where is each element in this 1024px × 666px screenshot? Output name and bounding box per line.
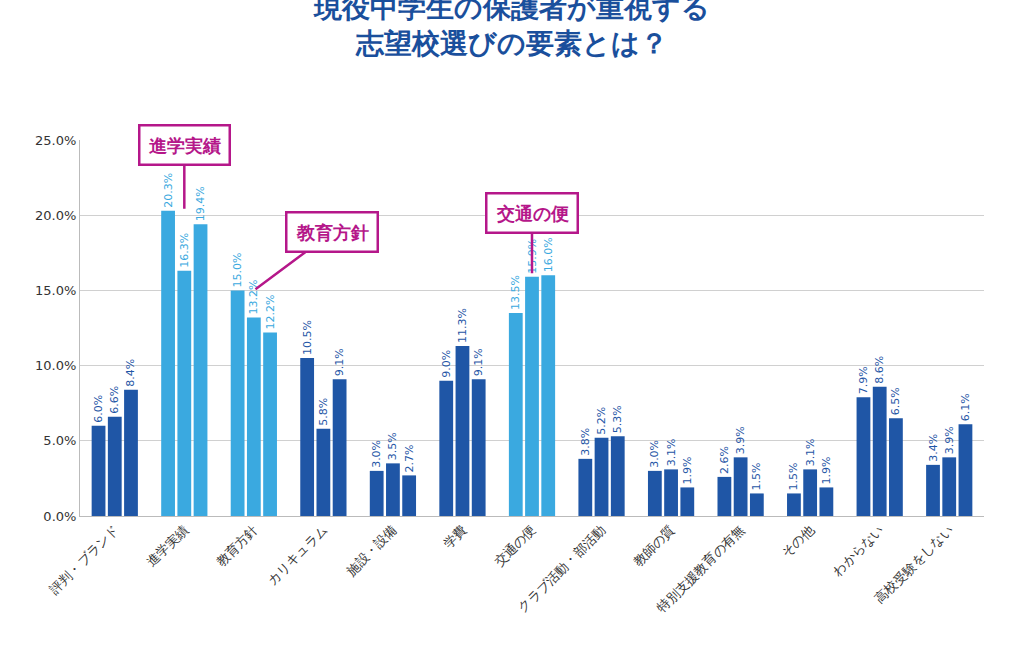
- svg-text:6.6%: 6.6%: [108, 386, 121, 414]
- svg-text:9.1%: 9.1%: [472, 348, 485, 376]
- svg-text:19.4%: 19.4%: [194, 186, 207, 221]
- svg-text:5.2%: 5.2%: [595, 407, 608, 435]
- svg-text:3.5%: 3.5%: [386, 432, 399, 460]
- svg-text:カリキュラム: カリキュラム: [264, 522, 330, 588]
- svg-text:1.5%: 1.5%: [787, 462, 800, 490]
- svg-text:1.9%: 1.9%: [820, 456, 833, 484]
- svg-text:5.8%: 5.8%: [317, 398, 330, 426]
- svg-text:9.0%: 9.0%: [440, 350, 453, 378]
- svg-text:25.0%: 25.0%: [35, 133, 76, 148]
- svg-text:0.0%: 0.0%: [43, 509, 76, 524]
- svg-text:進学実績: 進学実績: [144, 522, 191, 569]
- svg-text:13.2%: 13.2%: [247, 280, 260, 315]
- svg-text:3.1%: 3.1%: [804, 438, 817, 466]
- svg-text:8.6%: 8.6%: [873, 356, 886, 384]
- svg-text:6.0%: 6.0%: [92, 395, 105, 423]
- svg-text:教師の質: 教師の質: [630, 522, 677, 569]
- svg-text:1.9%: 1.9%: [681, 456, 694, 484]
- svg-text:10.0%: 10.0%: [35, 358, 76, 373]
- svg-text:20.3%: 20.3%: [162, 173, 175, 208]
- svg-text:7.9%: 7.9%: [857, 366, 870, 394]
- svg-text:15.0%: 15.0%: [231, 252, 244, 287]
- svg-text:3.9%: 3.9%: [734, 426, 747, 454]
- svg-text:5.3%: 5.3%: [611, 405, 624, 433]
- svg-text:3.8%: 3.8%: [579, 428, 592, 456]
- svg-text:交通の便: 交通の便: [496, 203, 569, 224]
- svg-text:15.0%: 15.0%: [35, 283, 76, 298]
- svg-text:16.0%: 16.0%: [542, 237, 555, 272]
- svg-text:進学実績: 進学実績: [149, 135, 221, 156]
- svg-text:3.9%: 3.9%: [943, 426, 956, 454]
- svg-text:6.1%: 6.1%: [959, 393, 972, 421]
- svg-text:クラブ活動・部活動: クラブ活動・部活動: [515, 522, 608, 615]
- svg-text:13.5%: 13.5%: [509, 275, 522, 310]
- svg-text:10.5%: 10.5%: [301, 320, 314, 355]
- svg-text:5.0%: 5.0%: [43, 433, 76, 448]
- svg-text:教育方針: 教育方針: [296, 222, 369, 243]
- svg-text:特別支援教育の有無: 特別支援教育の有無: [654, 522, 747, 615]
- svg-text:その他: その他: [779, 522, 817, 560]
- svg-text:8.4%: 8.4%: [124, 359, 137, 387]
- svg-text:16.3%: 16.3%: [178, 233, 191, 268]
- svg-text:3.0%: 3.0%: [648, 440, 661, 468]
- svg-text:交通の便: 交通の便: [491, 522, 538, 569]
- svg-text:高校受験をしない: 高校受験をしない: [872, 522, 956, 606]
- svg-text:2.7%: 2.7%: [403, 444, 416, 472]
- svg-text:わからない: わからない: [830, 522, 887, 579]
- svg-text:評判・ブランド: 評判・ブランド: [47, 522, 122, 597]
- svg-text:1.5%: 1.5%: [750, 462, 763, 490]
- svg-text:6.5%: 6.5%: [889, 387, 902, 415]
- svg-text:3.4%: 3.4%: [927, 434, 940, 462]
- svg-text:学費: 学費: [440, 522, 469, 551]
- svg-text:15.9%: 15.9%: [526, 239, 539, 274]
- svg-text:11.3%: 11.3%: [456, 308, 469, 343]
- svg-text:12.2%: 12.2%: [264, 295, 277, 330]
- svg-text:教育方針: 教育方針: [213, 522, 260, 569]
- svg-text:2.6%: 2.6%: [718, 446, 731, 474]
- svg-text:20.0%: 20.0%: [35, 208, 76, 223]
- svg-text:9.1%: 9.1%: [333, 348, 346, 376]
- svg-text:施設・設備: 施設・設備: [343, 522, 400, 579]
- svg-text:現役中学生の保護者が重視する志望校選びの要素とは？: 現役中学生の保護者が重視する志望校選びの要素とは？: [313, 0, 710, 60]
- svg-text:3.0%: 3.0%: [370, 440, 383, 468]
- svg-text:3.1%: 3.1%: [665, 438, 678, 466]
